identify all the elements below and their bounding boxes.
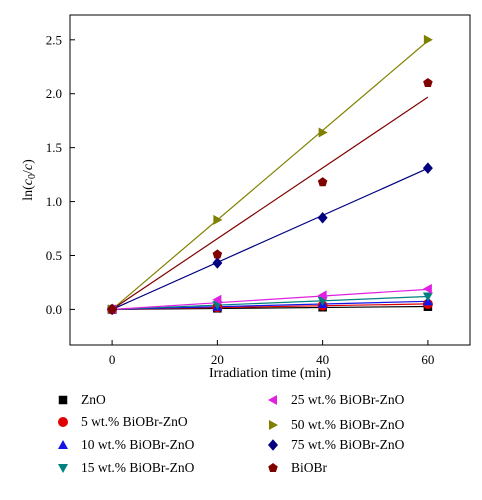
legend-marker [268,395,277,405]
y-ticks: 0.0 0.5 1.0 1.5 2.0 2.5 [46,32,75,317]
legend-label: BiOBr [291,460,328,475]
legend-label: 15 wt.% BiOBr-ZnO [81,460,195,475]
legend-marker [58,395,68,405]
y-tick-label: 1.0 [46,194,62,209]
legend-item: BiOBr [265,459,327,477]
y-tick-label: 1.5 [46,140,62,155]
legend-item: 50 wt.% BiOBr-ZnO [265,416,404,434]
legend-item: 15 wt.% BiOBr-ZnO [55,459,194,477]
data-points [107,34,433,316]
data-point [317,212,328,224]
legend-label: 75 wt.% BiOBr-ZnO [291,437,405,452]
x-ticks: 0 20 40 60 [109,340,434,367]
fit-line [112,295,428,311]
x-tick-label: 40 [316,352,329,367]
legend-label: 10 wt.% BiOBr-ZnO [81,437,195,452]
legend-marker [58,440,68,449]
data-point [318,127,328,138]
legend-marker [269,420,278,430]
fit-line [112,300,428,311]
fit-line [112,288,428,311]
y-tick-label: 0.0 [46,302,62,317]
legend-label: 5 wt.% BiOBr-ZnO [81,414,188,429]
legend-item: ZnO [55,391,106,409]
legend-item: 25 wt.% BiOBr-ZnO [265,391,404,409]
x-axis-label: Irradiation time (min) [209,366,331,381]
y-tick-label: 0.5 [46,248,62,263]
y-axis-label: ln(c0/c) [21,159,38,201]
plot-frame [69,14,471,346]
data-point [212,294,222,305]
chart: 0 20 40 60 0.0 0.5 1.0 1.5 2.0 2.5 Irradiation t… [21,14,471,381]
data-point [107,304,117,314]
legend-marker [268,463,278,473]
legend-item: 10 wt.% BiOBr-ZnO [55,436,194,454]
legend-marker [268,439,278,451]
data-point [422,292,433,302]
data-point [423,34,433,45]
legend-item: 75 wt.% BiOBr-ZnO [265,436,404,454]
fit-line [111,167,429,310]
legend-label: 50 wt.% BiOBr-ZnO [291,417,405,432]
fit-line [111,40,429,310]
legend-marker [58,417,68,427]
y-tick-label: 2.0 [46,86,62,101]
fit-line [111,96,429,310]
legend-item: 5 wt.% BiOBr-ZnO [55,413,188,431]
data-point [317,177,328,187]
data-point [317,290,327,301]
data-point [423,77,433,87]
x-tick-label: 60 [421,352,434,367]
x-tick-label: 0 [109,352,116,367]
data-point [212,249,223,259]
legend-label: 25 wt.% BiOBr-ZnO [291,392,405,407]
data-point [422,283,432,294]
data-point [213,214,223,225]
fit-lines [111,40,429,311]
legend-label: ZnO [81,392,106,407]
x-tick-label: 20 [211,352,224,367]
data-point [422,162,433,174]
data-point [212,257,223,269]
y-tick-label: 2.5 [46,32,62,47]
legend-marker [58,464,68,473]
